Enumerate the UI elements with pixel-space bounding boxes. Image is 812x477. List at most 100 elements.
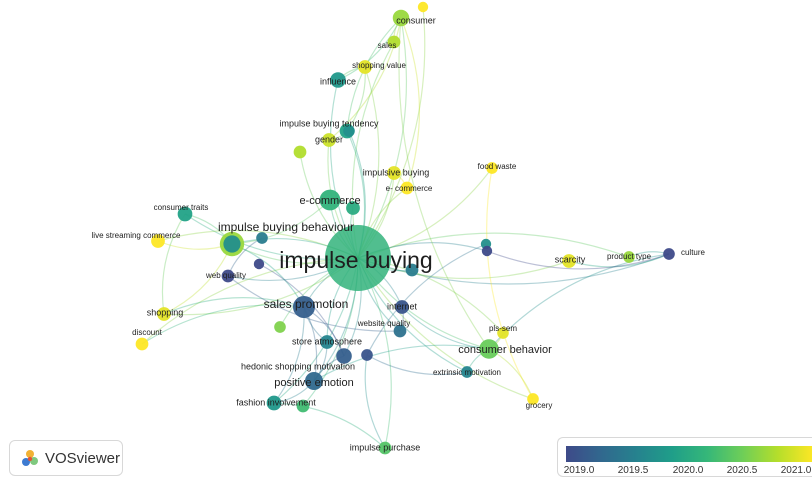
node-u5[interactable] [253, 258, 265, 270]
network-edge [141, 304, 305, 345]
node-label-grocery: grocery [526, 401, 553, 410]
node-u9[interactable] [274, 321, 286, 333]
network-edge [163, 297, 305, 315]
node-label-discount: discount [132, 328, 163, 337]
node-u4[interactable] [361, 349, 373, 361]
node-label-scarcity: scarcity [555, 254, 586, 264]
node-label-positive-emotion: positive emotion [274, 377, 354, 389]
network-edge [568, 253, 670, 268]
network-edge [364, 354, 386, 449]
network-edge [273, 402, 386, 449]
node-label-e-commerce-2: e- commerce [386, 184, 433, 193]
node-label-consumer-traits: consumer traits [154, 203, 209, 212]
brand-label: VOSviewer [45, 449, 121, 467]
network-edge [488, 253, 670, 350]
node-u7[interactable] [256, 232, 268, 244]
node-label-consumer-behavior: consumer behavior [458, 344, 552, 356]
vosviewer-brand[interactable]: VOSviewer [9, 440, 123, 476]
node-label-extrinsic-motivation: extrinsic motivation [433, 368, 501, 377]
node-web-quality[interactable] [221, 269, 235, 283]
node-scarcity[interactable] [562, 254, 576, 268]
node-influence[interactable] [330, 72, 346, 88]
node-label-product-type: product type [607, 252, 652, 261]
node-extrinsic-motivation[interactable] [461, 366, 473, 378]
node-label-consumer: consumer [396, 15, 436, 25]
node-sales[interactable] [387, 35, 401, 49]
network-edge [357, 253, 670, 285]
node-pls-sem[interactable] [497, 327, 509, 339]
node-label-fashion-involvement: fashion involvement [236, 397, 316, 407]
network-edge [357, 232, 630, 259]
network-edge [313, 344, 490, 382]
node-shopping[interactable] [157, 307, 171, 321]
network-edge [400, 17, 421, 189]
node-consumer-behavior[interactable] [479, 339, 499, 359]
node-grocery[interactable] [527, 393, 539, 405]
node-label-live-streaming-commerce: live streaming commerce [92, 231, 181, 240]
node-label-sales-promotion: sales promotion [264, 297, 349, 311]
node-label-store-atmosphere: store atmosphere [292, 336, 362, 346]
node-label-shopping-value: shopping value [352, 61, 406, 70]
node-product-type[interactable] [623, 251, 635, 263]
node-hedonic-shopping-motivation[interactable] [336, 348, 352, 364]
node-e-commerce[interactable] [319, 189, 341, 211]
legend-tick: 2019.5 [617, 465, 649, 476]
network-edge [486, 167, 534, 400]
node-food-waste[interactable] [486, 162, 498, 174]
node-label-e-commerce: e-commerce [299, 195, 360, 207]
node-live-streaming-commerce[interactable] [151, 234, 165, 248]
node-store-atmosphere[interactable] [320, 335, 334, 349]
node-culture[interactable] [663, 248, 675, 260]
node-shopping-value[interactable] [358, 60, 372, 74]
node-u13[interactable] [343, 125, 355, 137]
node-u12[interactable] [481, 245, 493, 257]
node-positive-emotion[interactable] [304, 371, 324, 391]
network-edge [273, 306, 305, 404]
node-u2[interactable] [346, 201, 360, 215]
node-u10[interactable] [296, 399, 310, 413]
node-label-shopping: shopping [147, 307, 184, 317]
network-edge [486, 250, 670, 270]
node-label-impulse-buying-tendency: impulse buying tendency [279, 118, 379, 128]
node-label-culture: culture [681, 248, 706, 257]
node-impulse-purchase[interactable] [378, 441, 392, 455]
network-edge [398, 17, 490, 350]
node-discount[interactable] [135, 337, 149, 351]
node-label-pls-sem: pls-sem [489, 324, 517, 333]
network-edge [366, 243, 487, 356]
network-edge [401, 306, 490, 350]
node-layer[interactable] [135, 1, 675, 455]
node-sales-promotion[interactable] [292, 295, 316, 319]
network-edge [161, 213, 186, 315]
network-edge [366, 354, 468, 376]
node-label-sales: sales [378, 41, 397, 50]
year-color-legend: 2019.0 2019.5 2020.0 2020.5 2021.0 [557, 437, 812, 477]
node-label-hedonic-shopping-motivation: hedonic shopping motivation [241, 361, 355, 371]
network-edge [337, 17, 402, 81]
node-label-influence: influence [320, 76, 356, 86]
node-e-commerce-2[interactable] [400, 181, 414, 195]
node-consumer-traits[interactable] [177, 206, 193, 222]
node-label-gender: gender [315, 134, 343, 144]
node-gender[interactable] [322, 133, 336, 147]
node-label-food-waste: food waste [478, 162, 517, 171]
node-consumer[interactable] [392, 9, 410, 27]
node-website-quality[interactable] [393, 324, 407, 338]
node-label-impulse-buying-behaviour: impulse buying behaviour [218, 220, 354, 234]
legend-tick: 2019.0 [563, 465, 595, 476]
node-label-internet: internet [387, 301, 418, 311]
node-u1[interactable] [223, 235, 241, 253]
node-u11[interactable] [417, 1, 429, 13]
node-label-impulse-purchase: impulse purchase [350, 442, 421, 452]
node-fashion-involvement[interactable] [266, 395, 282, 411]
node-label-web-quality: web quality [205, 271, 246, 280]
network-edge [227, 275, 401, 332]
node-internet[interactable] [395, 300, 409, 314]
node-u6[interactable] [293, 145, 307, 159]
node-impulsive-buying[interactable] [387, 166, 401, 180]
legend-tick: 2020.0 [672, 465, 704, 476]
node-u3[interactable] [405, 263, 419, 277]
label-layer: impulse buying impulse buying behaviour sa… [92, 15, 706, 452]
node-impulse-buying[interactable] [325, 225, 391, 291]
